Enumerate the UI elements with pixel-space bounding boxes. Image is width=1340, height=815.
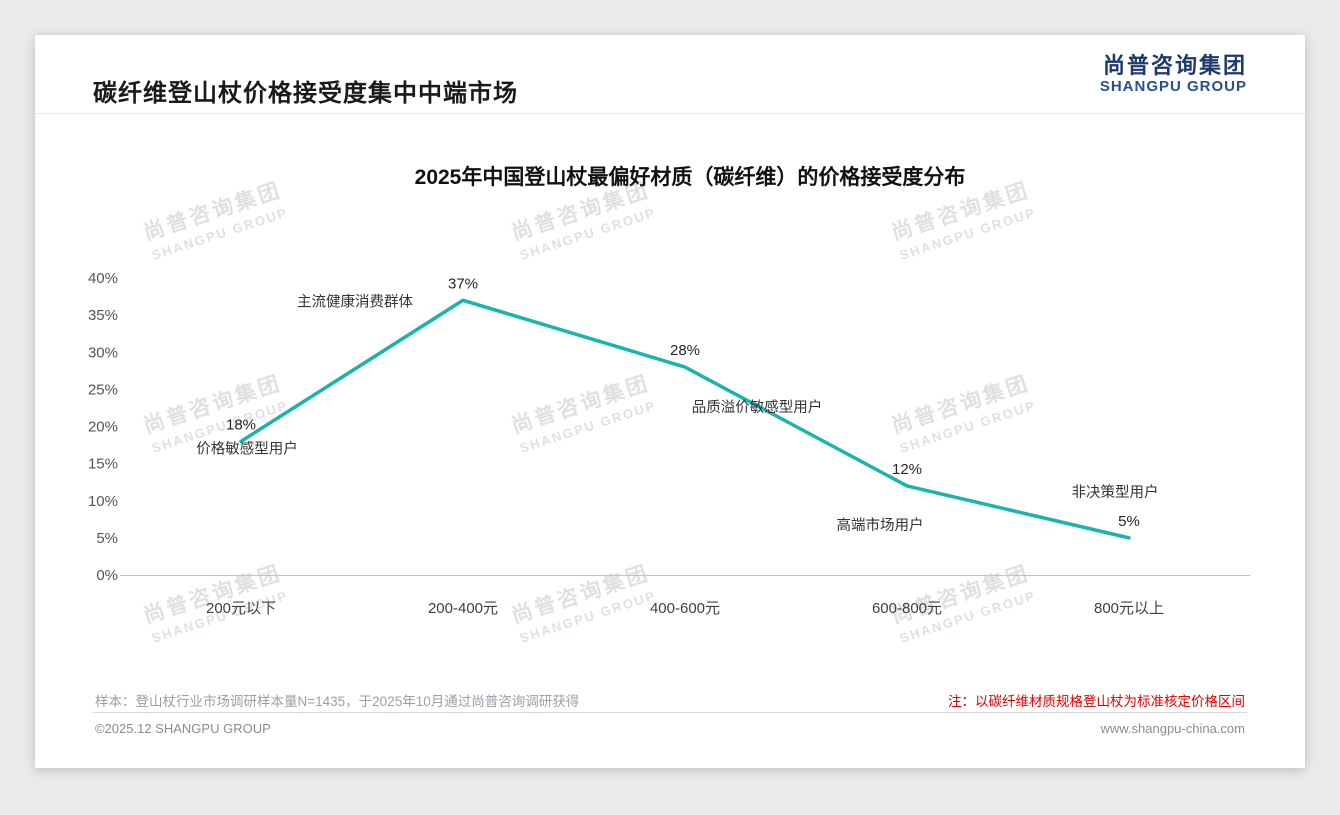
y-tick-label: 15%: [88, 456, 118, 473]
annotation-label: 品质溢价敏感型用户: [692, 399, 823, 416]
logo-text-cn: 尚普咨询集团: [1102, 53, 1247, 78]
annotation-label: 非决策型用户: [1072, 484, 1159, 501]
watermark: 尚普咨询集团 SHANGPU GROUP: [140, 561, 290, 646]
page-title: 碳纤维登山杖价格接受度集中中端市场: [93, 80, 518, 107]
value-label: 12%: [892, 461, 922, 478]
header: 碳纤维登山杖价格接受度集中中端市场 尚普咨询集团 SHANGPU GROUP: [35, 35, 1305, 114]
footer-divider: [93, 712, 1247, 713]
annotation-label: 主流健康消费群体: [297, 293, 413, 310]
watermark: 尚普咨询集团 SHANGPU GROUP: [140, 371, 290, 456]
copyright-text: ©2025.12 SHANGPU GROUP: [95, 721, 271, 736]
chart-title: 2025年中国登山杖最偏好材质（碳纤维）的价格接受度分布: [414, 166, 966, 189]
y-tick-label: 40%: [88, 270, 118, 287]
value-label: 18%: [226, 416, 256, 433]
watermark: 尚普咨询集团 SHANGPU GROUP: [508, 561, 658, 646]
x-category-label: 200-400元: [428, 600, 498, 617]
annotation-label: 高端市场用户: [837, 517, 924, 534]
price-definition-note: 注：以碳纤维材质规格登山杖为标准核定价格区间: [948, 694, 1245, 709]
x-category-label: 400-600元: [650, 600, 720, 617]
sample-note: 样本：登山杖行业市场调研样本量N=1435，于2025年10月通过尚普咨询调研获…: [95, 694, 580, 709]
value-label: 37%: [448, 275, 478, 292]
y-tick-label: 30%: [88, 344, 118, 361]
y-tick-label: 25%: [88, 381, 118, 398]
website-link[interactable]: www.shangpu-china.com: [1100, 721, 1245, 736]
x-category-label: 600-800元: [872, 600, 942, 617]
x-category-label: 200元以下: [206, 600, 276, 617]
watermark: 尚普咨询集团 SHANGPU GROUP: [508, 371, 658, 456]
value-label: 28%: [670, 342, 700, 359]
y-tick-label: 10%: [88, 493, 118, 510]
y-tick-label: 35%: [88, 307, 118, 324]
watermark-layer: 尚普咨询集团 SHANGPU GROUP 尚普咨询集团 SHANGPU GROUP 尚普…: [35, 35, 1305, 768]
line-chart: 0% 5% 10% 15% 20% 25% 30% 35% 40% 200元以下 200-400元 4…: [88, 270, 1250, 617]
footnotes-row: 样本：登山杖行业市场调研样本量N=1435，于2025年10月通过尚普咨询调研获…: [95, 690, 1245, 710]
watermark: 尚普咨询集团 SHANGPU GROUP: [888, 371, 1038, 456]
data-line: [239, 298, 1131, 540]
footer-row: ©2025.12 SHANGPU GROUP www.shangpu-china…: [95, 721, 1245, 736]
watermark: 尚普咨询集团 SHANGPU GROUP: [888, 561, 1038, 646]
logo: 尚普咨询集团 SHANGPU GROUP: [1100, 53, 1247, 96]
logo-text-en: SHANGPU GROUP: [1099, 78, 1247, 96]
y-tick-label: 5%: [96, 530, 118, 547]
x-category-label: 800元以上: [1094, 600, 1164, 617]
value-label: 5%: [1118, 513, 1140, 530]
y-tick-label: 20%: [88, 419, 118, 436]
y-tick-label: 0%: [96, 567, 118, 584]
annotation-label: 价格敏感型用户: [196, 440, 298, 457]
slide-card: 碳纤维登山杖价格接受度集中中端市场 尚普咨询集团 SHANGPU GROUP 2…: [35, 35, 1305, 768]
